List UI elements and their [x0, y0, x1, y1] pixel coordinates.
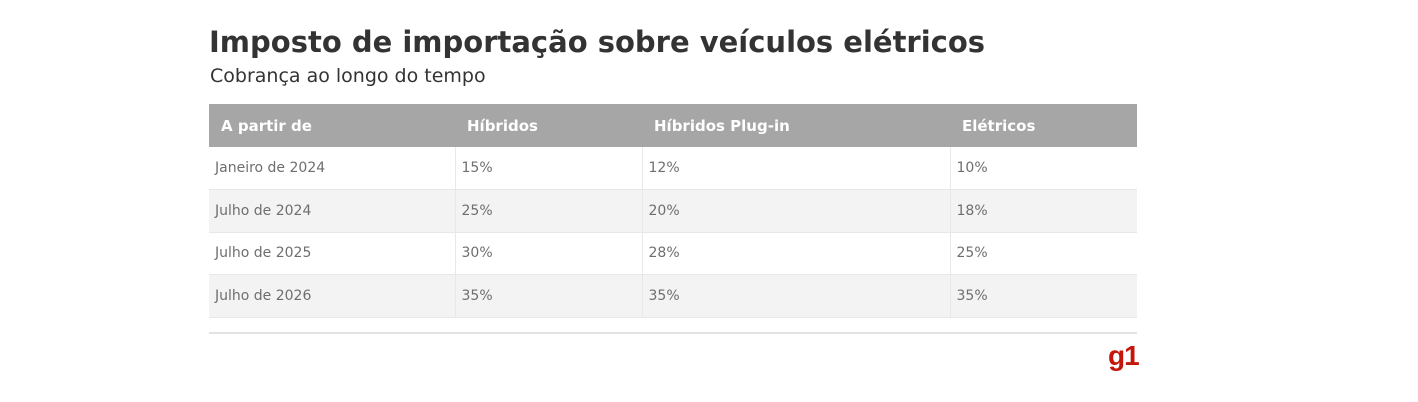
table-cell-start-date: Julho de 2025	[209, 232, 456, 275]
table-row: Julho de 2025 30% 28% 25%	[209, 232, 1137, 275]
bottom-divider	[209, 332, 1137, 334]
table-cell-start-date: Janeiro de 2024	[209, 147, 456, 190]
column-header-start-date: A partir de	[209, 104, 455, 147]
g1-logo: g1	[1108, 340, 1140, 371]
table-cell-hybrids: 25%	[455, 189, 643, 233]
table-cell-hybrids: 35%	[455, 274, 643, 318]
tax-table-container: A partir de Híbridos Híbridos Plug-in El…	[209, 104, 1137, 318]
table-cell-hybrids: 15%	[455, 147, 643, 190]
table-cell-plugin-hybrids: 28%	[642, 232, 951, 275]
table-cell-plugin-hybrids: 20%	[642, 189, 951, 233]
table-cell-hybrids: 30%	[455, 232, 643, 275]
tax-table: A partir de Híbridos Híbridos Plug-in El…	[209, 104, 1137, 318]
table-cell-start-date: Julho de 2026	[209, 274, 456, 318]
table-cell-start-date: Julho de 2024	[209, 189, 456, 233]
column-header-hybrids: Híbridos	[455, 104, 642, 147]
column-header-plugin-hybrids: Híbridos Plug-in	[642, 104, 950, 147]
table-cell-electrics: 18%	[950, 189, 1137, 233]
table-cell-electrics: 25%	[950, 232, 1137, 275]
chart-title: Imposto de importação sobre veículos elé…	[209, 25, 986, 59]
table-row: Janeiro de 2024 15% 12% 10%	[209, 147, 1137, 190]
table-header-row: A partir de Híbridos Híbridos Plug-in El…	[209, 104, 1137, 147]
svg-text:g1: g1	[1108, 340, 1139, 371]
table-cell-electrics: 10%	[950, 147, 1137, 190]
table-cell-plugin-hybrids: 12%	[642, 147, 951, 190]
column-header-electrics: Elétricos	[950, 104, 1137, 147]
table-cell-electrics: 35%	[950, 274, 1137, 318]
table-row: Julho de 2026 35% 35% 35%	[209, 274, 1137, 318]
chart-subtitle: Cobrança ao longo do tempo	[210, 65, 486, 87]
table-cell-plugin-hybrids: 35%	[642, 274, 951, 318]
table-row: Julho de 2024 25% 20% 18%	[209, 189, 1137, 233]
